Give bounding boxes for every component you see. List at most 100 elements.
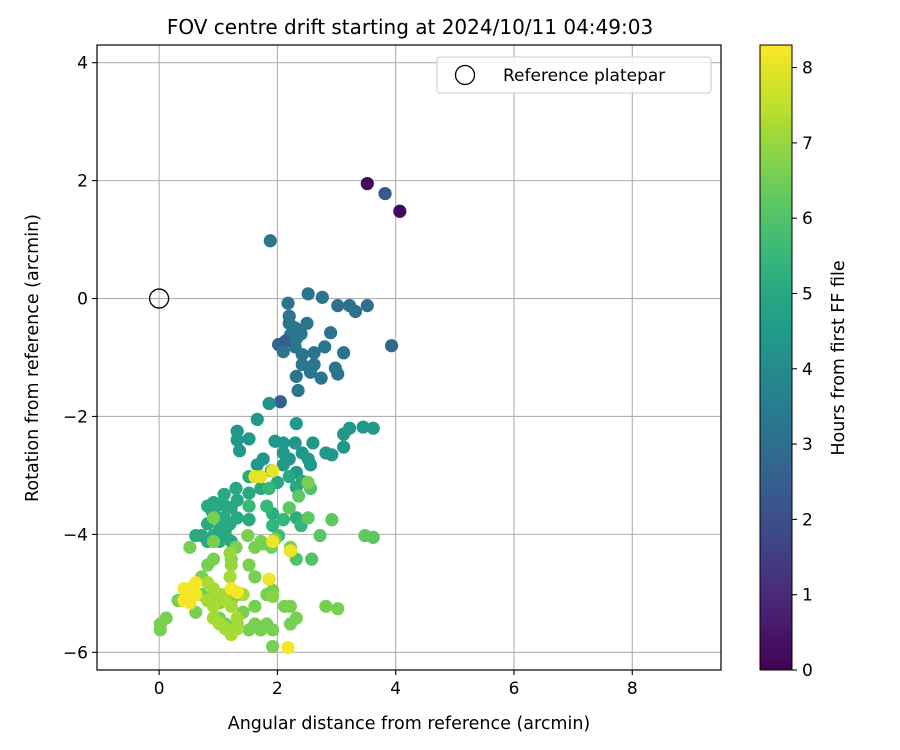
scatter-point — [276, 345, 290, 359]
scatter-point — [223, 546, 237, 560]
x-tick-label: 6 — [509, 679, 520, 699]
scatter-point — [201, 558, 215, 572]
scatter-point — [289, 369, 303, 383]
colorbar-tick-label: 0 — [802, 661, 813, 681]
scatter-point — [262, 481, 276, 495]
scatter-point — [319, 599, 333, 613]
scatter-point — [262, 572, 276, 586]
scatter-point — [266, 639, 280, 654]
scatter-point — [229, 481, 243, 495]
scatter-point — [230, 611, 244, 625]
colorbar-tick-label: 5 — [802, 284, 813, 304]
scatter-point — [282, 501, 296, 515]
scatter-point — [360, 176, 374, 191]
scatter-point — [283, 617, 298, 631]
scatter-point — [306, 436, 320, 450]
scatter-point — [153, 623, 167, 637]
colorbar-tick-label: 7 — [802, 134, 813, 154]
scatter-point — [281, 296, 295, 310]
legend-entry-reference: Reference platepar — [503, 66, 665, 86]
scatter-point — [305, 552, 319, 566]
x-axis-label: Angular distance from reference (arcmin) — [228, 714, 591, 734]
scatter-point — [224, 501, 238, 515]
scatter-point — [331, 367, 345, 381]
scatter-point — [303, 458, 318, 472]
scatter-point — [301, 511, 315, 525]
scatter-point — [159, 611, 173, 625]
scatter-point — [295, 357, 309, 372]
x-tick-label: 8 — [627, 679, 638, 699]
scatter-point — [230, 622, 244, 636]
scatter-point — [281, 640, 295, 655]
scatter-point — [183, 540, 197, 554]
scatter-point — [307, 346, 321, 360]
x-tick-label: 4 — [390, 679, 401, 699]
scatter-point — [260, 499, 274, 513]
scatter-point — [356, 420, 370, 434]
scatter-point — [266, 623, 280, 637]
scatter-point — [206, 511, 221, 525]
scatter-point — [315, 290, 329, 304]
x-tick-label: 0 — [154, 679, 165, 699]
plot-frame — [96, 44, 722, 671]
scatter-point — [366, 530, 380, 544]
scatter-point — [242, 499, 256, 513]
reference-platepar-marker — [148, 288, 170, 309]
scatter-point — [276, 513, 290, 527]
scatter-point — [300, 316, 314, 330]
scatter-point — [283, 544, 298, 558]
scatter-point — [282, 470, 296, 484]
scatter-point — [254, 534, 268, 549]
scatter-point — [289, 416, 303, 431]
scatter-point — [384, 339, 399, 353]
scatter-point — [266, 589, 280, 603]
chart-title: FOV centre drift starting at 2024/10/11 … — [167, 15, 653, 39]
scatter-point — [206, 599, 221, 613]
colorbar — [759, 44, 793, 671]
scatter-point — [324, 326, 338, 340]
y-tick-label: 0 — [77, 290, 88, 310]
scatter-point — [313, 528, 327, 543]
scatter-point — [266, 464, 280, 478]
scatter-point — [206, 534, 221, 549]
scatter-point — [262, 396, 276, 411]
scatter-point — [248, 570, 262, 584]
scatter-point — [263, 234, 277, 248]
scatter-point — [230, 433, 244, 447]
scatter-point — [301, 475, 315, 490]
scatter-point — [218, 523, 232, 537]
scatter-point — [217, 487, 231, 501]
legend-box — [436, 56, 712, 94]
data-points — [153, 176, 407, 655]
scatter-point — [283, 599, 298, 613]
scatter-point — [360, 299, 374, 313]
reference-marker-layer — [148, 288, 170, 309]
x-tick-label: 2 — [272, 679, 283, 699]
scatter-point — [366, 421, 380, 435]
scatter-point — [189, 576, 203, 590]
scatter-point — [189, 605, 203, 619]
legend-marker-reference — [454, 64, 476, 86]
scatter-point — [242, 432, 256, 446]
scatter-point — [342, 421, 357, 435]
scatter-point — [276, 458, 290, 472]
scatter-point — [314, 371, 328, 385]
scatter-point — [242, 513, 256, 527]
colorbar-ticks: 0 1 2 3 4 5 6 7 8 — [792, 59, 813, 681]
scatter-point — [325, 513, 339, 527]
colorbar-label: Hours from first FF file — [829, 260, 849, 455]
colorbar-tick-label: 4 — [802, 360, 813, 380]
scatter-point — [301, 287, 315, 301]
scatter-point — [266, 518, 280, 533]
scatter-point — [288, 436, 302, 450]
colorbar-tick-label: 8 — [802, 59, 813, 79]
scatter-point — [183, 596, 197, 610]
colorbar-tick-label: 1 — [802, 586, 813, 606]
scatter-point — [337, 346, 351, 360]
scatter-point — [223, 570, 237, 584]
colorbar-tick-label: 2 — [802, 510, 813, 530]
scatter-point — [276, 436, 290, 450]
scatter-point — [232, 444, 247, 458]
